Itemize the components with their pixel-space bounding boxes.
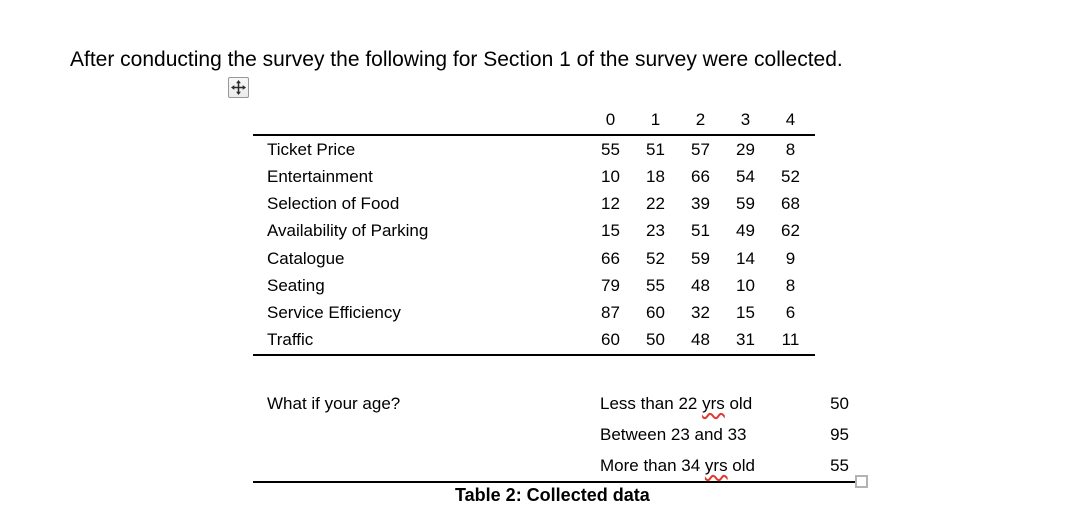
table-row: Seating 79 55 48 10 8 (253, 272, 815, 299)
cell-value: 48 (691, 275, 710, 295)
age-option-count: 95 (830, 424, 849, 444)
table-row: Catalogue 66 52 59 14 9 (253, 245, 815, 272)
table-row: Traffic 60 50 48 31 11 (253, 327, 815, 354)
age-question-label: What if your age? (267, 393, 401, 413)
cell-value: 22 (646, 194, 665, 214)
row-label: Availability of Parking (267, 221, 429, 241)
row-label: Entertainment (267, 166, 373, 186)
cell-value: 54 (736, 166, 755, 186)
cell-value: 49 (736, 221, 755, 241)
age-option-count: 55 (830, 455, 849, 475)
row-label: Selection of Food (267, 194, 400, 214)
row-label: Seating (267, 275, 325, 295)
cell-value: 15 (601, 221, 620, 241)
cell-value: 55 (646, 275, 665, 295)
age-option-row: What if your age? Less than 22 yrs old 5… (253, 388, 855, 419)
column-header: 2 (695, 110, 706, 129)
cell-value: 23 (646, 221, 665, 241)
cell-value: 8 (785, 139, 796, 159)
cell-value: 50 (646, 330, 665, 350)
cell-value: 32 (691, 303, 710, 323)
age-option-row: Between 23 and 33 95 (253, 419, 855, 450)
table-move-handle[interactable] (228, 77, 249, 98)
table-body: Ticket Price 55 51 57 29 8 Entertainment… (253, 136, 815, 356)
table-row: Selection of Food 12 22 39 59 68 (253, 191, 815, 218)
table-header-row: 0 1 2 3 4 (253, 106, 815, 136)
age-option-row: More than 34 yrs old 55 (253, 450, 855, 481)
age-question-section: What if your age? Less than 22 yrs old 5… (253, 388, 855, 483)
cell-value: 18 (646, 166, 665, 186)
table-row: Ticket Price 55 51 57 29 8 (253, 136, 815, 163)
cell-value: 59 (736, 194, 755, 214)
table-caption: Table 2: Collected data (455, 485, 650, 505)
misspelled-word: yrs (702, 393, 725, 413)
survey-table: 0 1 2 3 4 Ticket Price 55 51 57 29 8 Ent… (253, 106, 815, 356)
age-option-text: Between 23 and 33 (600, 424, 747, 444)
cell-value: 8 (785, 275, 796, 295)
cell-value: 52 (646, 248, 665, 268)
cell-value: 29 (736, 139, 755, 159)
cell-value: 9 (785, 248, 796, 268)
cell-value: 60 (601, 330, 620, 350)
cell-value: 52 (781, 166, 800, 186)
column-header: 4 (785, 110, 796, 129)
table-row: Entertainment 10 18 66 54 52 (253, 163, 815, 190)
cell-value: 55 (601, 139, 620, 159)
cell-value: 51 (646, 139, 665, 159)
column-header: 3 (740, 110, 751, 129)
age-option-count: 50 (830, 393, 849, 413)
cell-value: 79 (601, 275, 620, 295)
age-option-text: More than 34 yrs old (600, 455, 755, 475)
row-label: Service Efficiency (267, 303, 401, 323)
cell-value: 66 (691, 166, 710, 186)
cell-value: 60 (646, 303, 665, 323)
cell-value: 59 (691, 248, 710, 268)
row-label: Ticket Price (267, 139, 356, 159)
misspelled-word: yrs (704, 455, 728, 475)
move-icon (231, 80, 246, 95)
row-label: Catalogue (267, 248, 345, 268)
cell-value: 62 (781, 221, 800, 241)
column-header: 0 (605, 110, 616, 129)
row-label: Traffic (267, 330, 314, 350)
table-row: Availability of Parking 15 23 51 49 62 (253, 218, 815, 245)
cell-value: 6 (785, 303, 796, 323)
cell-value: 10 (736, 275, 755, 295)
cell-value: 51 (691, 221, 710, 241)
table-resize-handle[interactable] (855, 475, 868, 488)
cell-value: 15 (736, 303, 755, 323)
cell-value: 66 (601, 248, 620, 268)
column-header: 1 (650, 110, 661, 129)
cell-value: 10 (601, 166, 620, 186)
cell-value: 87 (601, 303, 620, 323)
cell-value: 48 (691, 330, 710, 350)
cell-value: 39 (691, 194, 710, 214)
cell-value: 68 (781, 194, 800, 214)
intro-paragraph: After conducting the survey the followin… (70, 48, 843, 71)
cell-value: 14 (736, 248, 755, 268)
age-option-text: Less than 22 yrs old (600, 393, 753, 413)
table-row: Service Efficiency 87 60 32 15 6 (253, 300, 815, 327)
cell-value: 57 (691, 139, 710, 159)
cell-value: 31 (736, 330, 755, 350)
cell-value: 11 (781, 330, 800, 350)
cell-value: 12 (601, 194, 620, 214)
